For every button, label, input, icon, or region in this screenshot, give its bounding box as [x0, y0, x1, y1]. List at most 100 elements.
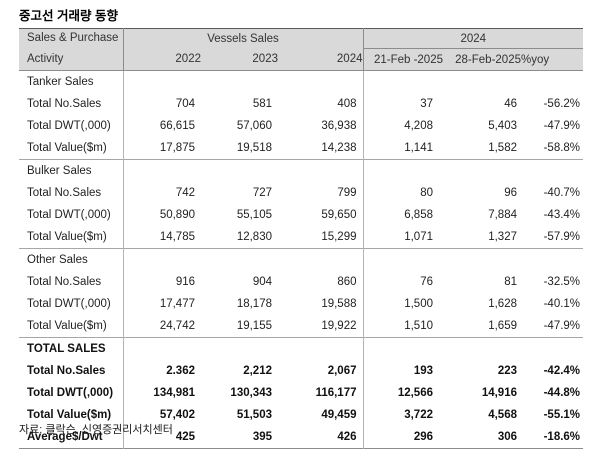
value-cell: 19,922 [321, 320, 357, 332]
value-cell: 4,568 [488, 409, 517, 421]
value-cell: 1,141 [362, 137, 443, 160]
value-cell: 15,299 [321, 231, 357, 243]
table-header: Sales & Purchase Activity Vessels Sales 202… [19, 28, 584, 71]
value-cell: 81 [504, 276, 517, 288]
empty-cell [278, 248, 363, 271]
row-label-cell: Total Value($m) [27, 142, 107, 154]
value-cell: 14,916 [481, 387, 517, 399]
empty-cell [122, 337, 201, 360]
empty-cell [122, 70, 201, 93]
value-cell: 49,459 [321, 409, 357, 421]
value-cell: 799 [337, 187, 357, 199]
column-group-header: 2024 [362, 28, 584, 49]
value-cell: 2,212 [243, 365, 272, 377]
row-label-cell: Total No.Sales [27, 187, 102, 199]
section-row: Bulker Sales [19, 159, 584, 182]
value-cell: 116,177 [315, 387, 357, 399]
value-cell: 76 [362, 271, 443, 293]
value-cell: 80 [362, 182, 443, 204]
value-cell: 96 [504, 187, 517, 199]
value-cell: 193 [362, 360, 443, 382]
value-cell: 1,659 [488, 320, 517, 332]
row-label-cell: Total No.Sales [27, 98, 102, 110]
value-cell: 904 [252, 276, 272, 288]
value-cell: 50,890 [122, 204, 201, 226]
empty-cell [521, 71, 583, 94]
empty-cell [201, 159, 278, 182]
empty-cell [443, 159, 521, 182]
value-cell: 306 [497, 431, 517, 443]
row-label-cell: Total Value($m) [27, 320, 107, 332]
table-row: Total DWT(,000) 50,890 55,105 59,650 6,858 7,… [19, 204, 583, 226]
section-row: Tanker Sales [19, 70, 583, 94]
table-row: Total Value($m) 24,742 19,155 19,922 1,510 1,… [19, 315, 583, 338]
column-header: %yoy [521, 48, 584, 71]
value-cell: -42.4% [543, 365, 581, 377]
table-row: Total Value($m) 17,875 19,518 14,238 1,141 1,… [19, 137, 583, 160]
table-body: Tanker Sales Total No.Sales 704 581 408 37 46 -… [19, 70, 584, 449]
empty-cell [122, 248, 201, 271]
empty-cell [443, 248, 521, 271]
value-cell: 296 [362, 426, 443, 449]
table-row: Total No.Sales 742 727 799 80 96 -40.7% [19, 182, 583, 204]
value-cell: 14,238 [321, 142, 357, 154]
section-row: Other Sales [19, 248, 584, 271]
value-cell: 1,582 [488, 142, 517, 154]
table-row: Average$/Dwt 425 395 426 296 306 -18.6% [19, 426, 583, 449]
value-cell: 1,327 [488, 231, 517, 243]
value-cell: -43.4% [543, 209, 581, 221]
table-row: Total No.Sales 2.362 2,212 2,067 193 223 -42.4… [19, 360, 583, 382]
value-cell: 1,500 [362, 293, 443, 315]
table-row: Total Value($m) 14,785 12,830 15,299 1,071 1,… [19, 226, 583, 249]
row-label-cell: Total No.Sales [27, 276, 102, 288]
value-cell: 46 [504, 98, 517, 110]
value-cell: -40.7% [543, 187, 581, 199]
row-label-cell: Total Value($m) [27, 231, 107, 243]
value-cell: 425 [122, 426, 201, 449]
column-header: 2023 [201, 48, 278, 71]
corner-line-2: Activity [27, 53, 64, 65]
value-cell: 408 [337, 98, 357, 110]
value-cell: -18.6% [543, 431, 581, 443]
empty-cell [521, 337, 584, 360]
section-name-cell: Bulker Sales [19, 159, 123, 182]
table-row: Total No.Sales 704 581 408 37 46 -56.2% [19, 93, 583, 115]
row-label-cell: Total DWT(,000) [27, 120, 111, 132]
value-cell: 17,875 [122, 137, 201, 160]
value-cell: -56.2% [543, 98, 581, 110]
value-cell: 66,615 [122, 115, 201, 137]
value-cell: 36,938 [321, 120, 357, 132]
table-row: Total No.Sales 916 904 860 76 81 -32.5% [19, 271, 583, 293]
value-cell: 14,785 [122, 226, 201, 249]
value-cell: 6,858 [362, 204, 443, 226]
value-cell: 12,566 [362, 382, 443, 404]
source-note: 자료: 클락슨, 신영증권리서치센터 [19, 424, 173, 436]
value-cell: -32.5% [543, 276, 581, 288]
empty-cell [362, 337, 443, 360]
empty-cell [521, 248, 584, 271]
column-header: 28-Feb-2025 [443, 48, 521, 71]
empty-cell [278, 159, 363, 182]
value-cell: 12,830 [236, 231, 272, 243]
empty-cell [362, 159, 443, 182]
page-title: 중고선 거래량 동향 [19, 9, 118, 23]
row-label-cell: Total Value($m) [27, 409, 112, 421]
table-row: Total DWT(,000) 17,477 18,178 19,588 1,500 1,… [19, 293, 583, 315]
value-cell: -55.1% [543, 409, 581, 421]
value-cell: 59,650 [321, 209, 357, 221]
row-label-cell: Average$/Dwt [27, 431, 103, 443]
empty-cell [201, 71, 278, 94]
value-cell: 1,071 [362, 226, 443, 249]
value-cell: 727 [252, 187, 272, 199]
empty-cell [278, 337, 363, 360]
section-row: TOTAL SALES [19, 337, 584, 360]
empty-cell [201, 337, 278, 360]
sales-purchase-table: Sales & Purchase Activity Vessels Sales 202… [19, 28, 584, 449]
column-group-header: Vessels Sales [122, 28, 363, 49]
value-cell: 18,178 [236, 298, 272, 310]
value-cell: 742 [122, 182, 201, 204]
value-cell: 2.362 [122, 360, 201, 382]
table-row: Total DWT(,000) 66,615 57,060 36,938 4,208 5,… [19, 115, 583, 137]
value-cell: 916 [122, 271, 201, 293]
